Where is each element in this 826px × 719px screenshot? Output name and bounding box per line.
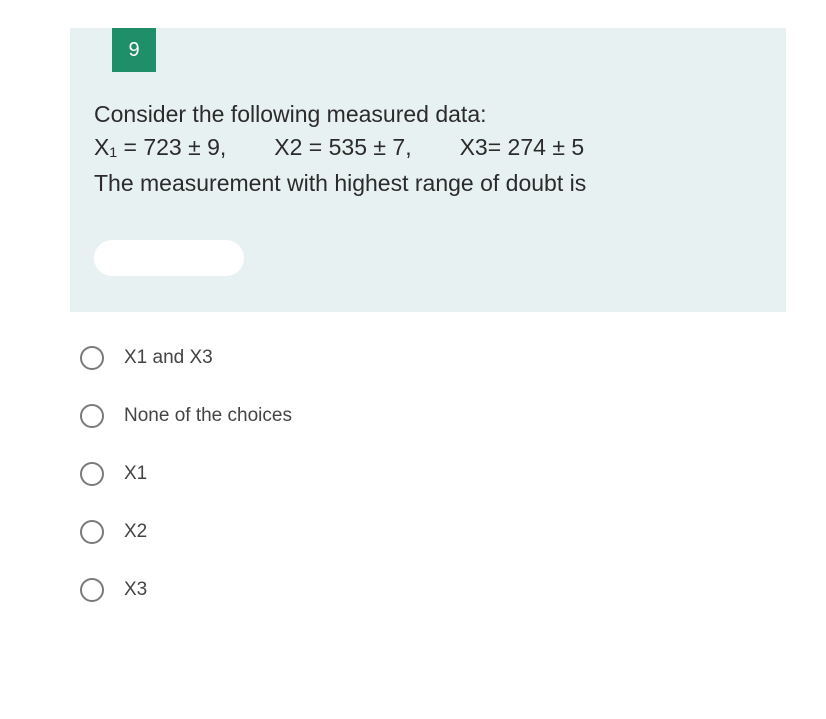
- question-number: 9: [128, 39, 139, 62]
- question-box: 9 Consider the following measured data: …: [70, 28, 786, 312]
- measurement-x3: X3= 274 ± 5: [460, 131, 585, 164]
- question-line-1: Consider the following measured data:: [94, 98, 762, 131]
- choice-label: X1 and X3: [124, 347, 213, 369]
- question-line-2: X₁ = 723 ± 9, X2 = 535 ± 7, X3= 274 ± 5: [94, 131, 762, 164]
- choice-option[interactable]: X3: [80, 578, 786, 602]
- radio-icon[interactable]: [80, 578, 104, 602]
- choice-label: None of the choices: [124, 405, 292, 427]
- choice-option[interactable]: X2: [80, 520, 786, 544]
- measurement-x1: X₁ = 723 ± 9,: [94, 131, 226, 164]
- question-number-badge: 9: [112, 28, 156, 72]
- choice-label: X2: [124, 521, 147, 543]
- radio-icon[interactable]: [80, 462, 104, 486]
- radio-icon[interactable]: [80, 520, 104, 544]
- choice-label: X1: [124, 463, 147, 485]
- choices-list: X1 and X3 None of the choices X1 X2 X3: [70, 346, 786, 602]
- choice-option[interactable]: X1 and X3: [80, 346, 786, 370]
- question-text: Consider the following measured data: X₁…: [94, 98, 762, 200]
- choice-option[interactable]: X1: [80, 462, 786, 486]
- question-line-3: The measurement with highest range of do…: [94, 167, 762, 200]
- radio-icon[interactable]: [80, 404, 104, 428]
- redacted-region: [94, 240, 244, 276]
- measurement-x2: X2 = 535 ± 7,: [274, 131, 411, 164]
- choice-option[interactable]: None of the choices: [80, 404, 786, 428]
- choice-label: X3: [124, 579, 147, 601]
- quiz-container: 9 Consider the following measured data: …: [0, 0, 826, 664]
- radio-icon[interactable]: [80, 346, 104, 370]
